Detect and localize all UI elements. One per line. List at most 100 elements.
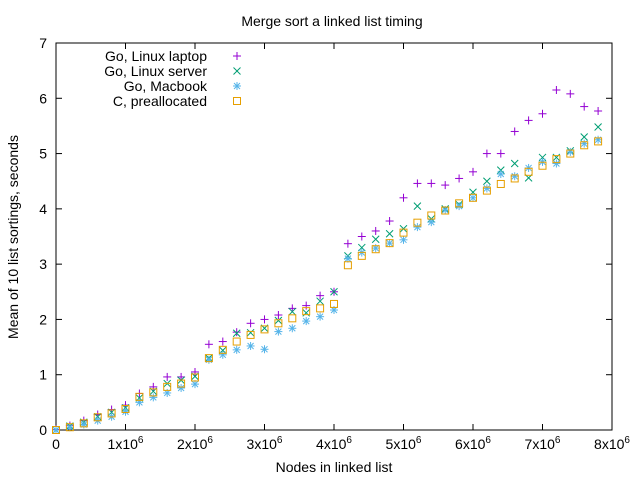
- data-point: [510, 172, 519, 181]
- y-tick-label: 4: [39, 201, 47, 217]
- data-point: [191, 367, 199, 376]
- x-tick-label: 4x106: [316, 435, 352, 452]
- data-point: [316, 312, 325, 321]
- data-point: [65, 423, 74, 432]
- data-point: [302, 307, 311, 316]
- data-point: [302, 308, 311, 317]
- data-point: [482, 149, 491, 158]
- legend-label: Go, Macbook: [124, 78, 208, 94]
- data-point: [121, 407, 130, 416]
- data-point: [496, 179, 505, 188]
- data-point: [260, 315, 269, 324]
- data-point: [399, 235, 408, 244]
- data-point: [441, 181, 450, 190]
- data-point: [566, 149, 575, 158]
- data-point: [413, 179, 422, 188]
- legend-marker: [233, 52, 241, 60]
- data-point: [343, 254, 352, 263]
- data-point: [371, 235, 380, 244]
- data-point: [316, 304, 325, 313]
- data-point: [538, 161, 547, 170]
- data-point: [302, 317, 311, 326]
- data-point: [413, 223, 422, 232]
- x-axis-label: Nodes in linked list: [276, 459, 393, 475]
- data-point: [177, 379, 186, 388]
- data-point: [594, 137, 603, 146]
- data-point: [149, 382, 158, 391]
- data-point: [538, 109, 547, 118]
- data-point: [302, 301, 311, 310]
- y-tick-label: 6: [39, 90, 47, 106]
- data-point: [510, 127, 519, 136]
- data-point: [330, 299, 338, 308]
- data-point: [246, 330, 255, 339]
- data-point: [52, 426, 60, 434]
- data-point: [177, 383, 186, 392]
- data-point: [218, 337, 227, 346]
- data-point: [580, 102, 589, 111]
- data-point: [274, 316, 283, 325]
- data-point: [469, 167, 477, 176]
- data-point: [552, 159, 561, 168]
- data-point: [107, 409, 116, 418]
- x-tick-label: 5x106: [386, 435, 422, 452]
- data-point: [288, 324, 297, 333]
- data-point: [218, 350, 227, 359]
- data-point: [149, 393, 158, 402]
- data-point: [316, 291, 325, 300]
- data-point: [246, 341, 255, 350]
- data-point: [371, 245, 380, 254]
- data-point: [316, 297, 324, 306]
- legend-marker: [233, 82, 241, 90]
- data-point: [330, 287, 338, 296]
- data-point: [204, 354, 213, 363]
- data-point: [385, 239, 394, 248]
- data-point: [469, 193, 477, 202]
- y-tick-label: 7: [39, 35, 47, 51]
- data-point: [427, 179, 436, 188]
- data-point: [385, 239, 394, 248]
- x-tick-label: 1x106: [108, 435, 144, 452]
- x-tick-label: 2x106: [177, 435, 213, 452]
- legend-marker: [233, 67, 241, 75]
- data-point: [580, 139, 589, 148]
- data-point: [552, 155, 561, 164]
- data-point: [594, 123, 602, 131]
- data-point: [482, 186, 491, 195]
- data-point: [330, 306, 338, 315]
- data-point: [274, 327, 283, 336]
- y-tick-label: 3: [39, 256, 47, 272]
- data-point: [274, 311, 283, 320]
- data-point: [496, 149, 505, 158]
- legend-marker: [233, 97, 241, 105]
- data-point: [232, 329, 241, 338]
- y-axis-label: Mean of 10 list sortings, seconds: [5, 135, 21, 339]
- series-1: [52, 123, 602, 434]
- data-point: [399, 193, 408, 202]
- series-0: [52, 85, 603, 434]
- data-point: [357, 232, 366, 241]
- series-2: [52, 135, 603, 434]
- data-point: [232, 328, 241, 337]
- data-point: [65, 423, 74, 432]
- data-point: [79, 419, 88, 428]
- data-point: [385, 217, 394, 226]
- data-point: [455, 199, 464, 208]
- y-tick-label: 2: [39, 311, 47, 327]
- data-point: [163, 382, 172, 391]
- data-point: [510, 174, 519, 183]
- data-point: [594, 107, 603, 116]
- data-point: [204, 340, 213, 349]
- data-point: [93, 413, 102, 422]
- data-point: [371, 226, 380, 235]
- data-point: [580, 133, 589, 141]
- chart-title: Merge sort a linked list timing: [241, 13, 422, 29]
- data-point: [496, 170, 505, 179]
- x-tick-label: 0: [52, 436, 60, 452]
- data-point: [427, 211, 436, 220]
- y-tick-label: 1: [39, 367, 47, 383]
- data-point: [413, 202, 422, 210]
- data-point: [218, 345, 227, 354]
- data-point: [357, 251, 366, 260]
